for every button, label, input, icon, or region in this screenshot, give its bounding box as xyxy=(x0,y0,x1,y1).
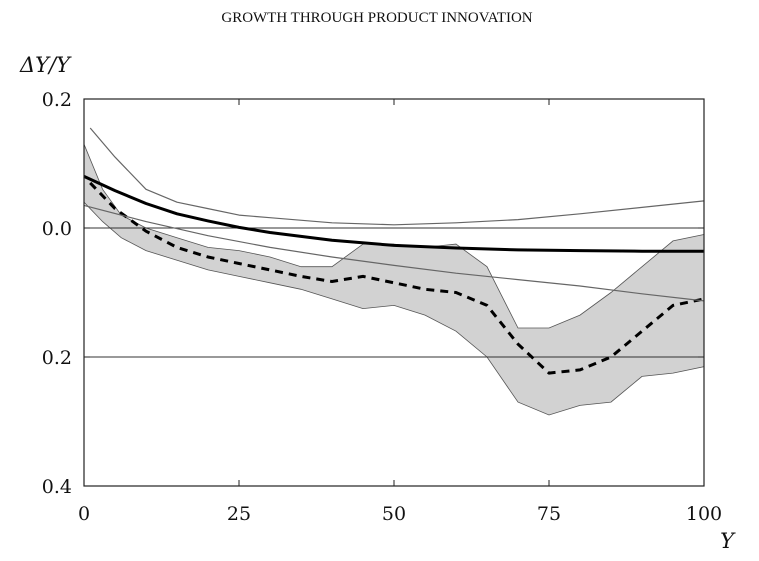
lower-reference-line xyxy=(83,204,705,302)
x-axis-label: Y xyxy=(720,529,736,553)
theoretical-line xyxy=(83,175,704,253)
confidence-band xyxy=(83,144,705,416)
y-axis-label: ΔY/Y xyxy=(19,53,72,77)
x-axis: 0 25 50 75 100 xyxy=(78,99,722,525)
x-tick-label: 0 xyxy=(78,503,90,525)
x-tick-label: 75 xyxy=(537,503,561,525)
upper-reference-line xyxy=(89,127,705,226)
y-tick-label: 0.2 xyxy=(42,89,72,111)
x-tick-label: 25 xyxy=(227,503,251,525)
x-tick-label: 50 xyxy=(382,503,406,525)
y-tick-label: 0.2 xyxy=(42,347,72,369)
x-tick-label: 100 xyxy=(686,503,722,525)
chart-title: GROWTH THROUGH PRODUCT INNOVATION xyxy=(221,10,532,26)
plot-area xyxy=(83,98,705,487)
y-axis: 0.2 0.0 0.2 0.4 xyxy=(42,89,704,498)
y-tick-label: 0.4 xyxy=(42,476,72,498)
empirical-dashed-line xyxy=(89,181,705,375)
y-tick-label: 0.0 xyxy=(42,218,72,240)
